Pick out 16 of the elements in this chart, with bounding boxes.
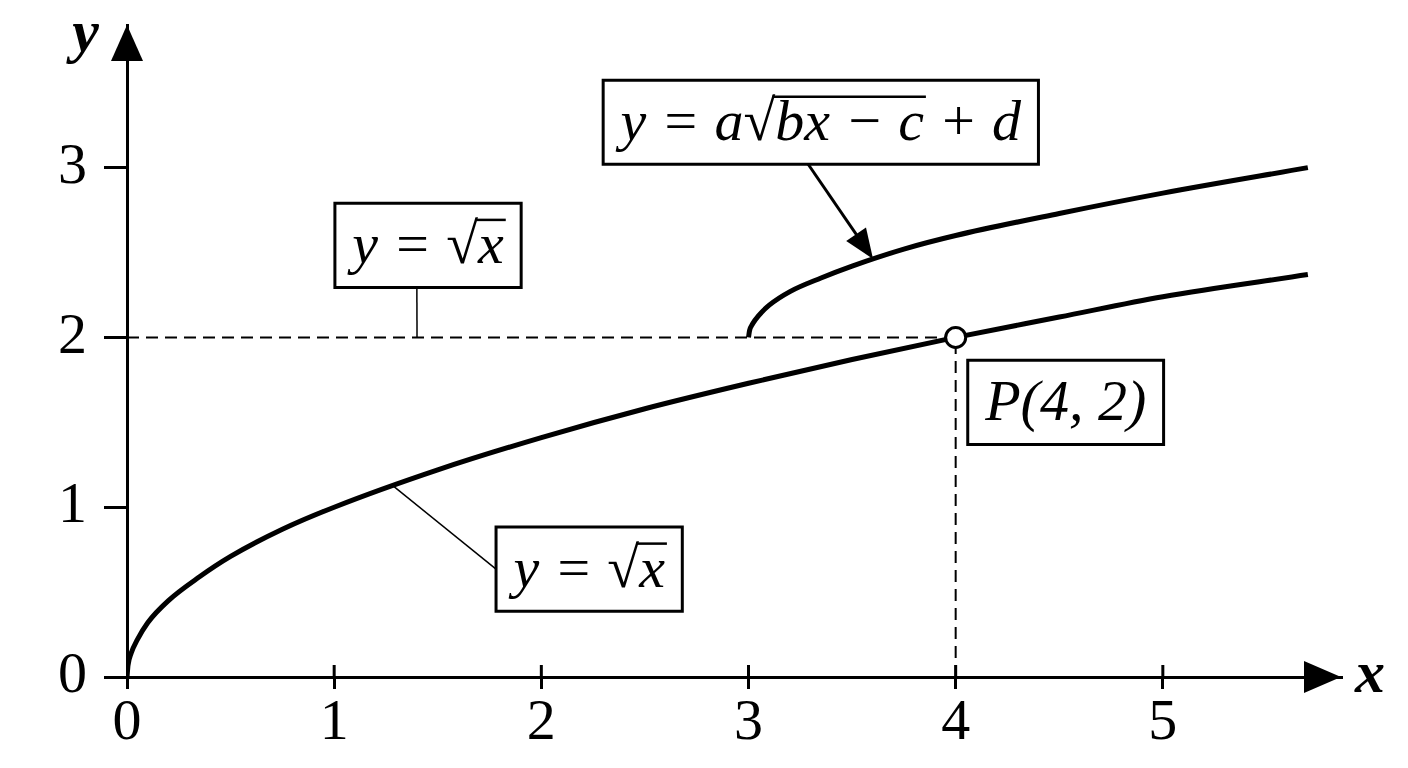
x-tick-label: 2 <box>526 687 556 753</box>
annotation: y = √x <box>508 534 666 600</box>
x-axis-title: x <box>1354 639 1385 705</box>
annotation: y = √x <box>347 210 505 276</box>
y-tick-label: 2 <box>58 300 87 366</box>
y-tick-label: 0 <box>58 640 87 706</box>
x-tick-label: 0 <box>112 687 142 753</box>
y-tick-label: 3 <box>58 130 87 196</box>
x-tick-label: 1 <box>319 687 349 753</box>
y-tick-label: 1 <box>58 470 87 536</box>
x-tick-label: 4 <box>941 687 971 753</box>
x-tick-label: 3 <box>734 687 763 753</box>
x-tick-label: 5 <box>1148 687 1178 753</box>
annotation: P(4, 2) <box>984 367 1147 433</box>
annotation: y = a√bx − c + d <box>615 87 1023 153</box>
y-axis-title: y <box>66 0 100 64</box>
